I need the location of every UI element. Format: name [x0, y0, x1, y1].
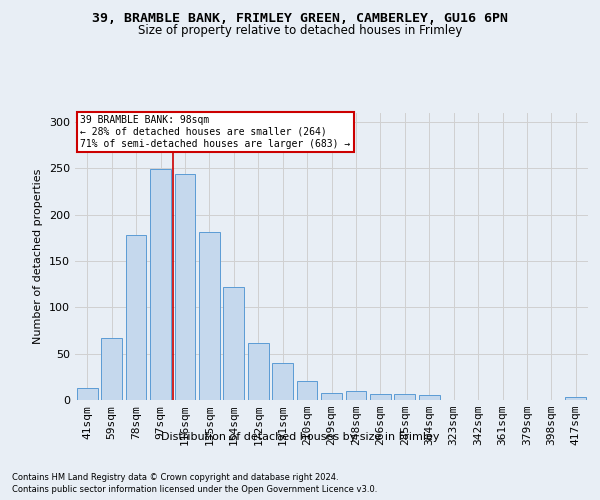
Y-axis label: Number of detached properties: Number of detached properties [34, 168, 43, 344]
Bar [394, 394, 415, 400]
Bar [296, 380, 317, 400]
Bar [223, 287, 244, 400]
Text: Contains HM Land Registry data © Crown copyright and database right 2024.: Contains HM Land Registry data © Crown c… [12, 472, 338, 482]
Text: Size of property relative to detached houses in Frimley: Size of property relative to detached ho… [138, 24, 462, 37]
Text: Contains public sector information licensed under the Open Government Licence v3: Contains public sector information licen… [12, 485, 377, 494]
Bar [419, 396, 440, 400]
Bar [248, 342, 269, 400]
Bar [370, 394, 391, 400]
Bar [101, 338, 122, 400]
Text: Distribution of detached houses by size in Frimley: Distribution of detached houses by size … [161, 432, 439, 442]
Text: 39 BRAMBLE BANK: 98sqm
← 28% of detached houses are smaller (264)
71% of semi-de: 39 BRAMBLE BANK: 98sqm ← 28% of detached… [80, 116, 350, 148]
Bar [125, 235, 146, 400]
Bar [565, 397, 586, 400]
Bar [175, 174, 196, 400]
Bar [199, 232, 220, 400]
Bar [346, 390, 367, 400]
Bar [150, 169, 171, 400]
Text: 39, BRAMBLE BANK, FRIMLEY GREEN, CAMBERLEY, GU16 6PN: 39, BRAMBLE BANK, FRIMLEY GREEN, CAMBERL… [92, 12, 508, 26]
Bar [321, 392, 342, 400]
Bar [272, 363, 293, 400]
Bar [77, 388, 98, 400]
